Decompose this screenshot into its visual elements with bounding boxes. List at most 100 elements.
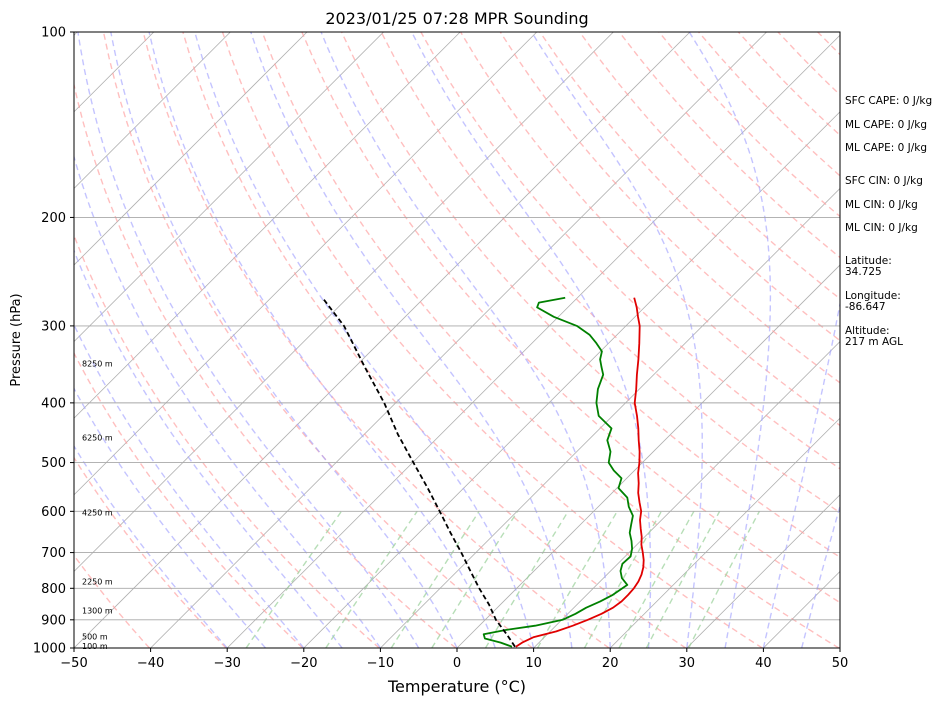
latitude-label: Latitude: [845, 255, 892, 267]
isotherm-line [150, 32, 767, 648]
x-axis-ticks: −50 −40 −30 −20 −10 0 10 20 30 40 50 [60, 648, 848, 671]
y-tick-label: 500 [41, 456, 66, 471]
mixing-ratio-line [484, 510, 569, 648]
moist-adiabat-line [250, 32, 573, 648]
isotherm-line [303, 111, 840, 648]
isotherm-line [380, 187, 840, 648]
height-label: 1300 m [82, 607, 113, 616]
height-label: 2250 m [82, 578, 113, 587]
dry-adiabat-line [142, 32, 610, 648]
altitude-value: 217 m AGL [845, 336, 903, 348]
height-label: 500 m [82, 633, 108, 642]
x-tick-label: −30 [213, 656, 240, 671]
moist-adiabat-line [110, 32, 458, 648]
temperature-line [515, 297, 645, 648]
mixing-ratio-line [536, 510, 618, 648]
sfc-cape-text: SFC CAPE: 0 J/kg [845, 95, 932, 107]
mixing-ratio-line [645, 510, 721, 648]
isotherm-line [0, 32, 1, 648]
isotherm-line [609, 417, 840, 648]
dry-adiabat-line [102, 32, 533, 648]
isotherm-line [74, 32, 691, 648]
sfc-cin-text: SFC CIN: 0 J/kg [845, 175, 923, 187]
height-label: 100 m [82, 642, 108, 651]
moist-adiabat-line [148, 32, 496, 648]
altitude-label: Altitude: [845, 325, 890, 337]
moist-adiabat-line [762, 300, 840, 648]
height-label: 6250 m [82, 433, 113, 442]
x-tick-label: −10 [367, 656, 394, 671]
dry-adiabat-line [74, 82, 457, 648]
y-tick-label: 600 [41, 505, 66, 520]
y-axis-ticks: 1000 900 800 700 600 500 400 300 200 100 [33, 26, 74, 657]
x-tick-label: 50 [832, 656, 849, 671]
ml-cin-text: ML CIN: 0 J/kg [845, 199, 918, 211]
isotherm-line [74, 32, 384, 343]
moist-adiabat-line [801, 503, 840, 648]
x-tick-label: 20 [602, 656, 619, 671]
longitude-value: -86.647 [845, 301, 886, 313]
isotherm-line [74, 32, 231, 189]
dry-adiabat-line [579, 32, 840, 300]
y-tick-label: 1000 [33, 642, 66, 657]
x-tick-label: 10 [525, 656, 542, 671]
height-label: 4250 m [82, 509, 113, 518]
longitude-label: Longitude: [845, 290, 901, 302]
y-tick-label: 800 [41, 582, 66, 597]
dry-adiabat-line [74, 351, 304, 648]
y-axis-label: Pressure (hPa) [9, 293, 24, 386]
mixing-ratio-line [688, 510, 761, 648]
ml-cape-text-2: ML CAPE: 0 J/kg [845, 142, 927, 154]
pressure-gridlines [74, 32, 840, 648]
isotherm-line [686, 494, 840, 648]
side-info-panel: SFC CAPE: 0 J/kg ML CAPE: 0 J/kg ML CAPE… [845, 95, 932, 348]
y-tick-label: 900 [41, 613, 66, 628]
mixing-ratio-line [325, 510, 418, 648]
reference-lines [0, 32, 840, 648]
chart-title: 2023/01/25 07:28 MPR Sounding [325, 9, 588, 28]
moist-adiabat-line [74, 387, 267, 648]
y-tick-label: 300 [41, 319, 66, 334]
moist-adiabat-line [688, 32, 772, 648]
dewpoint-line [482, 296, 634, 648]
moist-adiabat-line [74, 444, 228, 648]
isotherm-line [226, 34, 840, 648]
dry-adiabat-line [221, 32, 763, 648]
y-tick-label: 100 [41, 26, 66, 41]
ml-cin-text-2: ML CIN: 0 J/kg [845, 222, 918, 234]
dry-adiabat-line [182, 32, 687, 648]
dry-adiabat-line [74, 233, 380, 648]
x-axis-label: Temperature (°C) [387, 677, 526, 696]
moist-adiabat-line [194, 32, 535, 648]
dry-adiabat-line [261, 32, 840, 648]
x-tick-label: −50 [60, 656, 87, 671]
moist-adiabat-line [411, 32, 652, 648]
isotherm-line [74, 32, 538, 496]
ml-cape-text: ML CAPE: 0 J/kg [845, 119, 927, 131]
mixing-ratio-line [245, 510, 342, 648]
mixing-ratio-line [583, 510, 663, 648]
mixing-ratio-line [431, 510, 519, 648]
latitude-value: 34.725 [845, 266, 882, 278]
x-tick-label: 30 [679, 656, 696, 671]
sounding-series [321, 296, 645, 648]
isotherm-line [74, 32, 614, 572]
x-tick-label: −40 [137, 656, 164, 671]
x-tick-label: −20 [290, 656, 317, 671]
plot-frame [73, 31, 841, 649]
height-label: 8250 m [82, 359, 113, 368]
isotherm-line [74, 32, 461, 419]
x-tick-label: 40 [755, 656, 772, 671]
y-tick-label: 700 [41, 546, 66, 561]
isotherm-line [533, 341, 840, 648]
parcel-line [321, 297, 516, 648]
isotherm-line [74, 32, 308, 266]
isotherm-line [456, 264, 840, 648]
y-tick-label: 400 [41, 396, 66, 411]
moist-adiabat-line [74, 248, 343, 648]
moist-adiabat-line [320, 32, 611, 648]
mixing-ratio-line [618, 510, 695, 648]
x-tick-label: 0 [453, 656, 461, 671]
